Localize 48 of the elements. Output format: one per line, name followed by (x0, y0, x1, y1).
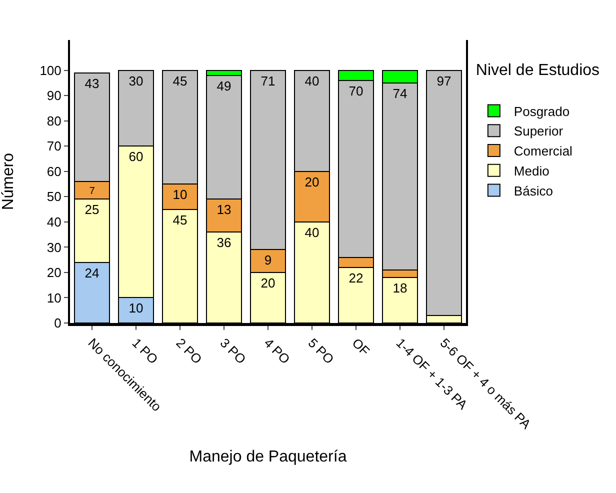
y-axis-title: Número (0, 152, 17, 210)
x-tick-label: 2 PO (173, 335, 205, 367)
legend-title: Nivel de Estudios (476, 62, 600, 79)
data-label: 60 (128, 149, 144, 164)
x-tick-label: 5 PO (305, 335, 337, 367)
y-tick-label: 70 (46, 138, 62, 154)
data-label: 70 (348, 83, 364, 98)
legend-label: Medio (514, 163, 550, 178)
y-tick-label: 30 (46, 240, 62, 255)
data-label: 18 (392, 280, 408, 296)
y-tick-label: 0 (54, 316, 62, 331)
y-tick-label: 10 (46, 290, 62, 306)
legend-label: Superior (514, 124, 564, 139)
legend-label: Básico (514, 183, 553, 198)
data-label: 9 (264, 252, 272, 268)
data-label: 24 (84, 265, 100, 280)
x-tick-label: OF (349, 335, 373, 359)
data-label: 97 (436, 73, 452, 88)
x-axis-title: Manejo de Paquetería (189, 448, 347, 466)
y-tick-label: 20 (46, 265, 62, 280)
data-label: 71 (260, 73, 276, 88)
data-label: 30 (128, 73, 144, 88)
y-tick-label: 40 (46, 214, 62, 230)
data-label: 43 (84, 76, 100, 91)
legend-label: Comercial (514, 144, 573, 159)
y-tick-label: 50 (46, 189, 62, 204)
data-label: 49 (216, 78, 232, 94)
data-label: 10 (172, 187, 188, 202)
legend-label: Posgrado (514, 104, 570, 119)
y-tick-label: 60 (46, 164, 62, 179)
y-tick-label: 100 (40, 62, 62, 78)
x-tick-label: 3 PO (217, 335, 249, 367)
data-label: 40 (304, 224, 320, 240)
data-label: 10 (128, 300, 144, 316)
data-label: 22 (348, 270, 364, 286)
data-label: 36 (216, 235, 232, 250)
y-tick-label: 80 (46, 113, 62, 128)
data-label: 20 (304, 174, 320, 190)
y-tick-label: 90 (46, 88, 62, 104)
data-label: 40 (304, 73, 320, 88)
data-label: 20 (260, 275, 276, 290)
x-tick-label: 4 PO (261, 335, 293, 367)
data-label: 45 (172, 212, 188, 228)
data-label: 13 (216, 202, 232, 218)
data-label: 45 (172, 73, 188, 88)
data-label: 74 (392, 86, 408, 101)
data-label: 25 (84, 202, 100, 218)
data-label: 7 (89, 186, 96, 197)
